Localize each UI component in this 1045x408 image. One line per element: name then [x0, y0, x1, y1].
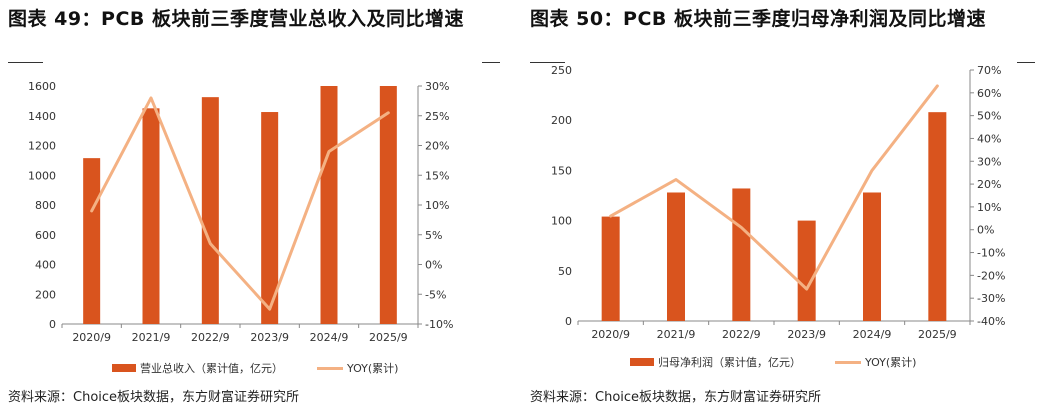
y-tick-label-left: 250: [551, 64, 572, 77]
y-tick-label-right: 70%: [977, 64, 1001, 77]
legend-label: 营业总收入（累计值，亿元）: [140, 362, 283, 375]
bar: [667, 192, 685, 321]
y-tick-label-left: 600: [35, 229, 56, 242]
source-note: 资料来源：Choice板块数据，东方财富证券研究所: [8, 390, 300, 405]
y-tick-label-right: 20%: [977, 178, 1001, 191]
y-tick-label-left: 1400: [28, 110, 56, 123]
bar: [928, 112, 947, 321]
legend-label: YOY(累计): [347, 362, 399, 375]
x-tick-label: 2023/9: [787, 328, 826, 341]
x-tick-label: 2020/9: [591, 328, 630, 341]
y-tick-label-left: 1000: [28, 169, 56, 182]
x-tick-label: 2021/9: [132, 331, 171, 344]
x-tick-label: 2024/9: [310, 331, 349, 344]
y-tick-label-right: 20%: [425, 140, 449, 153]
y-tick-label-right: 0%: [977, 224, 994, 237]
y-tick-label-right: -10%: [977, 247, 1005, 260]
chart-panel-profit: 图表 50：PCB 板块前三季度归母净利润及同比增速 0 50 100 150 200 2…: [522, 0, 1045, 408]
legend-item-line: YOY(累计): [835, 354, 916, 370]
x-tick-label: 2023/9: [250, 331, 289, 344]
legend: 归母净利润（累计值，亿元） YOY(累计): [630, 354, 950, 370]
y-tick-label-right: 50%: [977, 110, 1001, 123]
y-tick-label-right: 10%: [977, 201, 1001, 214]
legend-swatch-line: [835, 360, 861, 364]
y-tick-label-left: 200: [551, 114, 572, 127]
y-tick-label-right: 30%: [425, 80, 449, 93]
x-tick-label: 2025/9: [369, 331, 408, 344]
y-tick-label-right: -40%: [977, 315, 1005, 328]
y-tick-label-right: 40%: [977, 132, 1001, 145]
y-tick-label-right: -5%: [425, 288, 446, 301]
yoy-line: [90, 96, 390, 311]
y-tick-label-left: 0: [565, 315, 572, 328]
chart-revenue: 0 200 400 600 800 1000 1200 1400 1600 -10% -5% 0% 5%…: [28, 80, 453, 344]
bar: [261, 112, 279, 324]
title-rule: [530, 62, 565, 63]
y-tick-label-left: 200: [35, 288, 56, 301]
legend-label: YOY(累计): [865, 356, 917, 369]
x-tick-label: 2025/9: [918, 328, 957, 341]
title-rule: [482, 62, 500, 63]
y-tick-label-left: 1200: [28, 140, 56, 153]
y-tick-label-left: 100: [551, 215, 572, 228]
bar: [732, 188, 751, 321]
bar: [201, 97, 219, 324]
bar: [320, 86, 338, 324]
y-tick-label-left: 0: [49, 318, 56, 331]
y-tick-label-left: 1600: [28, 80, 56, 93]
bar: [797, 220, 816, 321]
chart-title: 图表 50：PCB 板块前三季度归母净利润及同比增速: [530, 8, 987, 30]
x-tick-label: 2020/9: [72, 331, 111, 344]
y-tick-label-right: 30%: [977, 155, 1001, 168]
legend: 营业总收入（累计值，亿元） YOY(累计): [112, 360, 432, 376]
legend-swatch-bar: [112, 364, 136, 372]
y-tick-label-left: 50: [558, 265, 572, 278]
x-tick-label: 2022/9: [191, 331, 230, 344]
bar: [142, 108, 160, 324]
chart-panel-revenue: 图表 49：PCB 板块前三季度营业总收入及同比增速 0 200 400 600 800…: [0, 0, 505, 408]
y-tick-label-left: 400: [35, 259, 56, 272]
bar: [83, 158, 101, 324]
y-tick-label-right: 25%: [425, 110, 449, 123]
x-tick-label: 2022/9: [722, 328, 761, 341]
legend-item-line: YOY(累计): [317, 360, 398, 376]
y-tick-label-right: -10%: [425, 318, 453, 331]
bar: [863, 192, 881, 321]
legend-item-bar: 归母净利润（累计值，亿元）: [630, 354, 801, 370]
x-tick-label: 2024/9: [853, 328, 892, 341]
y-tick-label-left: 150: [551, 164, 572, 177]
legend-swatch-line: [317, 366, 343, 370]
legend-swatch-bar: [630, 358, 654, 366]
chart-profit: 0 50 100 150 200 250 -40% -30% -20% -10% 0% 10% 20% 3…: [551, 64, 1005, 341]
legend-item-bar: 营业总收入（累计值，亿元）: [112, 360, 283, 376]
chart-title: 图表 49：PCB 板块前三季度营业总收入及同比增速: [8, 8, 465, 30]
legend-label: 归母净利润（累计值，亿元）: [658, 356, 801, 369]
y-tick-label-right: -20%: [977, 269, 1005, 282]
y-tick-label-right: -30%: [977, 292, 1005, 305]
y-tick-label-right: 15%: [425, 169, 449, 182]
y-tick-label-right: 60%: [977, 87, 1001, 100]
bar: [601, 216, 620, 321]
y-tick-label-left: 800: [35, 199, 56, 212]
x-tick-label: 2021/9: [657, 328, 696, 341]
title-rule: [8, 62, 43, 63]
y-tick-label-right: 0%: [425, 259, 442, 272]
y-tick-label-right: 5%: [425, 229, 442, 242]
yoy-line: [609, 84, 939, 291]
title-rule: [1017, 62, 1035, 63]
y-tick-label-right: 10%: [425, 199, 449, 212]
bar: [379, 86, 397, 324]
source-note: 资料来源：Choice板块数据，东方财富证券研究所: [530, 390, 822, 405]
